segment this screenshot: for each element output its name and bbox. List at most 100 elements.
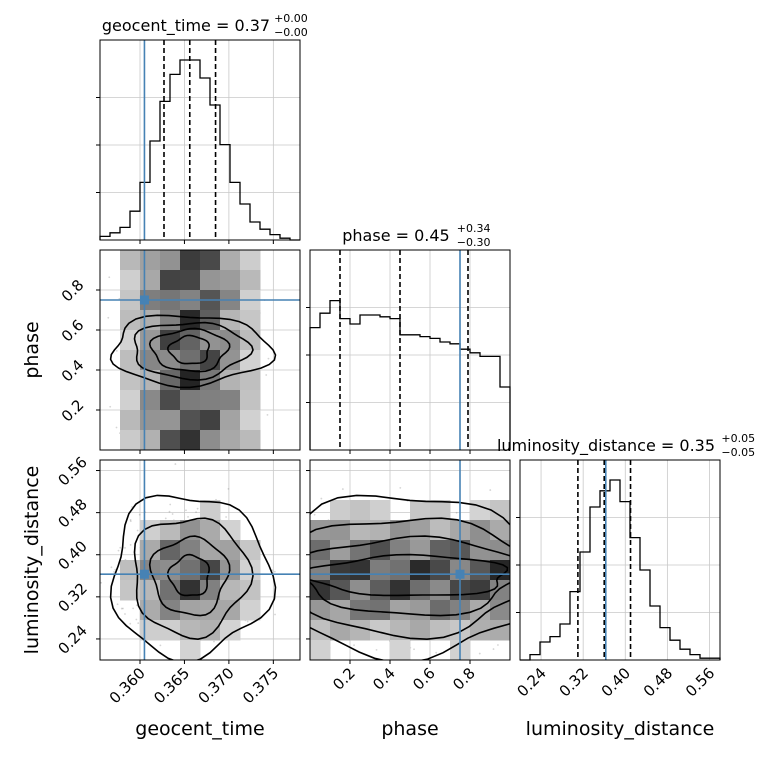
sample-point	[375, 648, 378, 651]
density-cell	[180, 310, 201, 331]
density-cell	[200, 520, 221, 541]
density-cell	[370, 520, 391, 541]
density-cell	[180, 640, 201, 660]
sample-point	[271, 569, 274, 572]
density-cell	[160, 520, 181, 541]
density-cell	[350, 520, 371, 541]
density-cell	[410, 600, 431, 621]
density-cell	[180, 250, 201, 271]
density-cell	[430, 500, 451, 521]
sample-point	[213, 640, 215, 643]
density-cell	[310, 580, 331, 601]
sample-point	[129, 543, 132, 546]
density-cell	[370, 580, 391, 601]
density-cell	[430, 600, 451, 621]
panel-frame	[309, 459, 511, 661]
density-cell	[140, 270, 161, 291]
density-cell	[490, 540, 510, 561]
density-cell	[330, 580, 351, 601]
density-cell	[490, 560, 510, 581]
sample-point	[195, 511, 197, 514]
density-cell	[180, 390, 201, 411]
sample-point	[113, 570, 115, 573]
title-value: phase = 0.45	[342, 226, 449, 245]
sample-point	[478, 652, 481, 655]
truth-marker	[139, 295, 149, 305]
density-cell	[140, 410, 161, 431]
density-cell	[410, 620, 431, 641]
sample-point	[124, 546, 126, 549]
density-cell	[350, 500, 371, 521]
panel-phase-vs-luminosity_distance	[306, 459, 511, 664]
panel-frame	[519, 459, 721, 661]
sample-point	[107, 316, 110, 319]
sample-point	[135, 618, 138, 621]
hist-panel-luminosity_distance	[516, 459, 721, 661]
density-cell	[390, 520, 411, 541]
sample-point	[138, 513, 141, 516]
density-cell	[120, 250, 141, 271]
sample-point	[119, 546, 122, 549]
x-tick-label: 0.40	[598, 664, 634, 700]
x-tick-label: 0.48	[640, 664, 676, 700]
density-cell	[310, 620, 331, 641]
contour-line-2	[310, 535, 510, 617]
density-cell	[140, 390, 161, 411]
density-cell	[410, 500, 431, 521]
sample-point	[225, 516, 227, 518]
density-cell	[330, 520, 351, 541]
density-cell	[350, 560, 371, 581]
sample-point	[196, 507, 199, 510]
density-cell	[240, 430, 261, 450]
panel-background	[310, 250, 510, 450]
x-tick-label: 0.365	[150, 664, 193, 707]
y-axis-label-phase: phase	[21, 321, 43, 378]
density-cell	[430, 580, 451, 601]
y-tick-label: 0.8	[58, 276, 88, 306]
sample-point	[169, 503, 172, 506]
density-cell	[200, 560, 221, 581]
density-cell	[410, 540, 431, 561]
x-tick-label: 0.6	[409, 664, 439, 694]
sample-point	[265, 374, 268, 376]
density-cell	[310, 520, 331, 541]
density-cell	[200, 270, 221, 291]
density-cell	[240, 600, 261, 621]
sample-point	[413, 648, 415, 651]
contour-line-1	[133, 321, 254, 381]
density-cell	[220, 370, 241, 391]
density-cell	[370, 620, 391, 641]
sample-point	[497, 644, 499, 646]
sample-point	[120, 607, 123, 610]
title-lower-error: −0.00	[274, 26, 308, 39]
density-cell	[330, 500, 351, 521]
contour-line-2	[148, 535, 231, 617]
density-cell	[390, 540, 411, 561]
sample-point	[116, 603, 119, 606]
density-cell	[330, 540, 351, 561]
density-cell	[160, 560, 181, 581]
density-cell	[240, 560, 261, 581]
sample-point	[122, 607, 124, 610]
density-cell	[430, 620, 451, 641]
density-cell	[200, 620, 221, 641]
density-cell	[180, 520, 201, 541]
contour-line-0	[109, 314, 277, 389]
truth-marker	[455, 569, 465, 579]
y-tick-label: 0.24	[55, 621, 91, 657]
sample-point	[489, 489, 492, 491]
sample-point	[137, 622, 140, 625]
sample-point	[399, 486, 402, 489]
sample-point	[227, 487, 230, 490]
x-tick-label: 0.56	[682, 664, 718, 700]
density-cell	[200, 410, 221, 431]
sample-point	[171, 513, 174, 515]
density-cell	[200, 500, 221, 521]
panel-frame	[309, 249, 511, 451]
density-cell	[160, 580, 181, 601]
sample-point	[115, 426, 118, 429]
density-cell	[120, 270, 141, 291]
density-layer	[310, 486, 510, 660]
density-cell	[220, 430, 241, 450]
